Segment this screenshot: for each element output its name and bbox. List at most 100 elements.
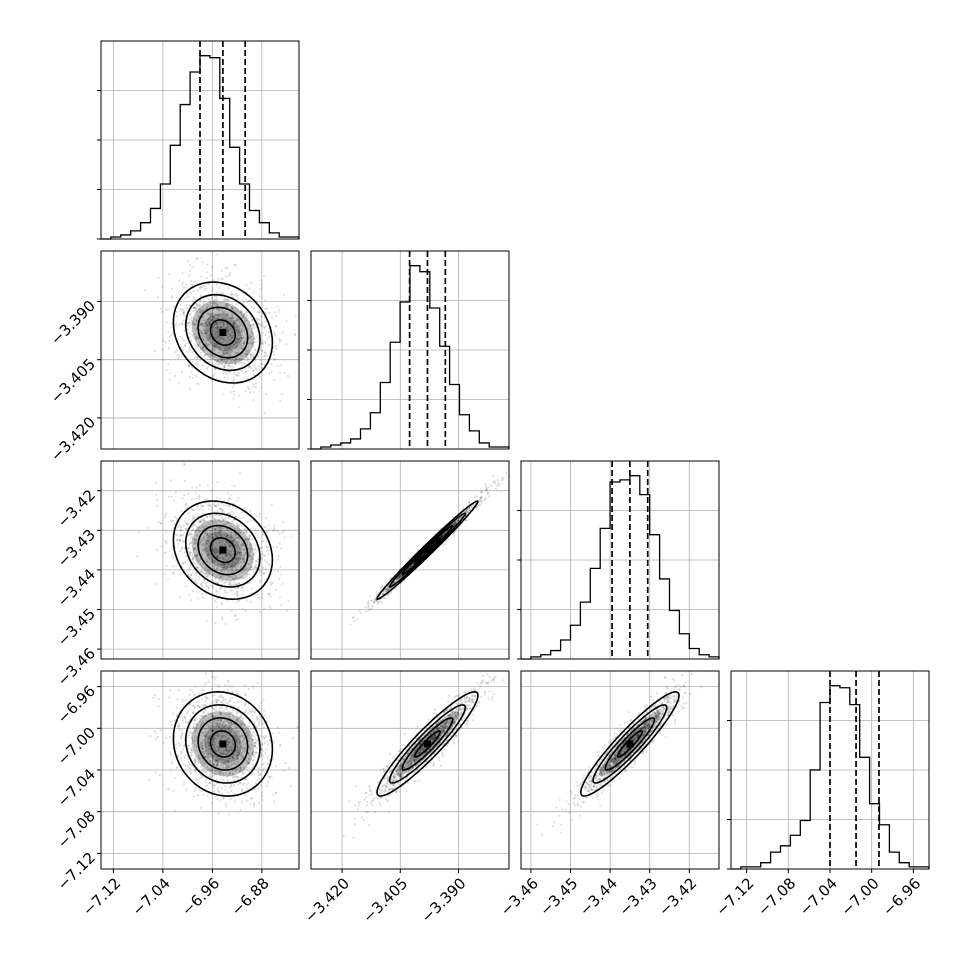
sample-point [242,544,246,547]
sample-point [440,534,444,537]
sample-point [240,756,243,759]
sample-point [194,758,197,762]
sample-point [210,729,213,732]
sample-point [203,755,206,758]
sample-point [225,352,228,355]
sample-point [229,723,232,727]
sample-point [253,744,256,748]
sample-point [219,529,222,532]
sample-point [259,755,262,758]
sample-point [202,512,205,515]
sample-point [262,325,265,328]
sample-point [215,504,218,507]
sample-point [201,329,204,333]
sample-point [243,528,246,531]
sample-point [234,345,237,349]
sample-point [231,748,234,752]
sample-point [226,738,229,741]
sample-point [218,533,221,536]
sample-point [260,747,263,751]
sample-point [246,357,250,360]
sample-point [236,719,240,722]
sample-point [233,393,236,396]
sample-point [232,316,236,320]
sample-point [225,312,228,316]
sample-point [230,306,234,309]
sample-point [229,531,232,534]
sample-point [222,796,225,799]
sample-point [232,376,236,379]
sample-point [213,737,216,740]
sample-point [223,563,227,566]
sample-point [226,534,229,537]
sample-point [243,342,246,345]
sample-point [228,358,231,361]
sample-point [290,535,293,538]
sample-point [263,742,266,745]
sample-point [238,735,241,738]
sample-point [197,561,200,564]
sample-point [224,698,227,701]
sample-point [205,542,208,545]
sample-point [251,558,254,561]
sample-point [179,533,182,537]
sample-point [225,326,228,330]
sample-point [236,289,239,292]
sample-point [196,704,199,708]
sample-point [259,768,262,771]
sample-point [459,517,462,520]
sample-point [247,348,250,352]
sample-point [172,789,175,793]
sample-point [238,753,241,757]
sample-point [225,761,228,764]
sample-point [260,325,263,328]
sample-point [157,520,160,523]
sample-point [198,329,202,332]
sample-point [279,745,282,748]
sample-point [205,746,208,749]
sample-point [209,317,212,320]
sample-point [259,728,262,731]
sample-point [205,549,209,552]
sample-point [194,771,197,774]
sample-point [185,521,188,525]
sample-point [232,571,236,574]
sample-point [221,579,224,582]
sample-point [209,761,212,764]
sample-point [244,708,248,711]
sample-point [213,323,217,326]
sample-point [265,545,268,548]
sample-point [214,728,217,731]
sample-point [193,317,196,320]
sample-point [240,723,243,726]
sample-point [214,734,218,738]
sample-point [185,286,188,290]
sample-point [210,529,213,532]
sample-point [214,343,217,346]
sample-point [232,535,235,538]
sample-point [190,751,193,754]
sample-point [231,570,234,573]
sample-point [210,313,213,316]
sample-point [217,590,220,593]
sample-point [234,769,237,772]
sample-point [235,336,238,339]
sample-point [218,722,222,725]
sample-point [233,535,236,538]
sample-point [161,348,164,351]
sample-point [229,563,233,566]
sample-point [231,316,234,319]
sample-point [215,548,218,551]
sample-point [289,784,292,788]
sample-point [235,338,238,341]
sample-point [202,346,205,350]
sample-point [204,778,207,781]
sample-point [200,539,203,542]
sample-point [234,750,237,753]
sample-point [244,352,248,355]
sample-point [241,347,244,350]
sample-point [223,581,226,584]
sample-point [197,337,200,340]
sample-point [189,532,192,536]
sample-point [218,579,221,582]
